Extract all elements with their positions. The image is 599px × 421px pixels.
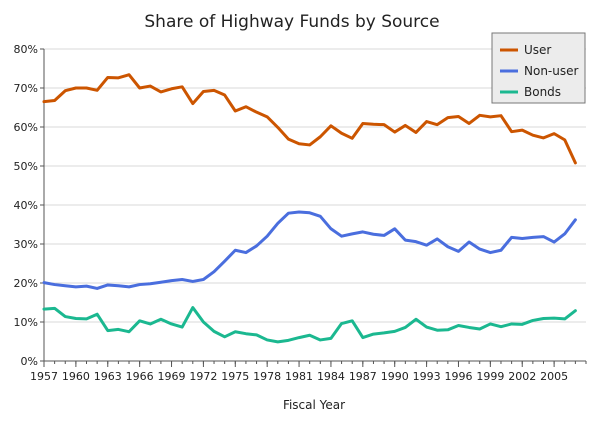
x-tick-label: 1972 bbox=[189, 370, 217, 383]
x-tick-label: 1996 bbox=[444, 370, 472, 383]
legend: User Non-user Bonds bbox=[491, 32, 586, 104]
x-tick-label: 1975 bbox=[221, 370, 249, 383]
x-tick-label: 2002 bbox=[508, 370, 536, 383]
y-tick-label: 50% bbox=[14, 160, 38, 173]
series-lines bbox=[42, 73, 577, 344]
x-tick-label: 1981 bbox=[285, 370, 313, 383]
y-tick-label: 60% bbox=[14, 121, 38, 134]
y-axis-ticks: 0% 10% 20% 30% 40% 50% 60% 70% 80% bbox=[14, 43, 44, 368]
y-tick-label: 30% bbox=[14, 238, 38, 251]
x-tick-label: 1957 bbox=[30, 370, 58, 383]
legend-label: Non-user bbox=[524, 64, 578, 78]
legend-label: Bonds bbox=[524, 85, 561, 99]
series-line-non-user bbox=[42, 210, 577, 290]
x-tick-label: 1960 bbox=[62, 370, 90, 383]
grid-lines bbox=[44, 48, 586, 323]
series-line-bonds bbox=[42, 306, 577, 344]
x-tick-label: 1999 bbox=[476, 370, 504, 383]
x-tick-label: 2005 bbox=[540, 370, 568, 383]
chart-title: Share of Highway Funds by Source bbox=[144, 12, 439, 32]
x-tick-label: 1990 bbox=[381, 370, 409, 383]
x-tick-label: 1984 bbox=[317, 370, 345, 383]
y-tick-label: 0% bbox=[21, 355, 38, 368]
x-tick-label: 1969 bbox=[158, 370, 186, 383]
x-tick-label: 1963 bbox=[94, 370, 122, 383]
x-tick-label: 1987 bbox=[349, 370, 377, 383]
series-line-user bbox=[42, 73, 577, 165]
x-axis-label: Fiscal Year bbox=[283, 398, 345, 412]
y-tick-label: 80% bbox=[14, 43, 38, 56]
y-tick-label: 40% bbox=[14, 199, 38, 212]
x-axis-ticks: 1957 1960 1963 1966 1969 1972 1975 1978 1981 1984… bbox=[30, 361, 587, 383]
legend-label: User bbox=[524, 43, 551, 57]
y-tick-label: 10% bbox=[14, 316, 38, 329]
x-tick-label: 1993 bbox=[413, 370, 441, 383]
x-tick-label: 1978 bbox=[253, 370, 281, 383]
x-tick-label: 1966 bbox=[126, 370, 154, 383]
y-tick-label: 70% bbox=[14, 82, 38, 95]
y-tick-label: 20% bbox=[14, 277, 38, 290]
